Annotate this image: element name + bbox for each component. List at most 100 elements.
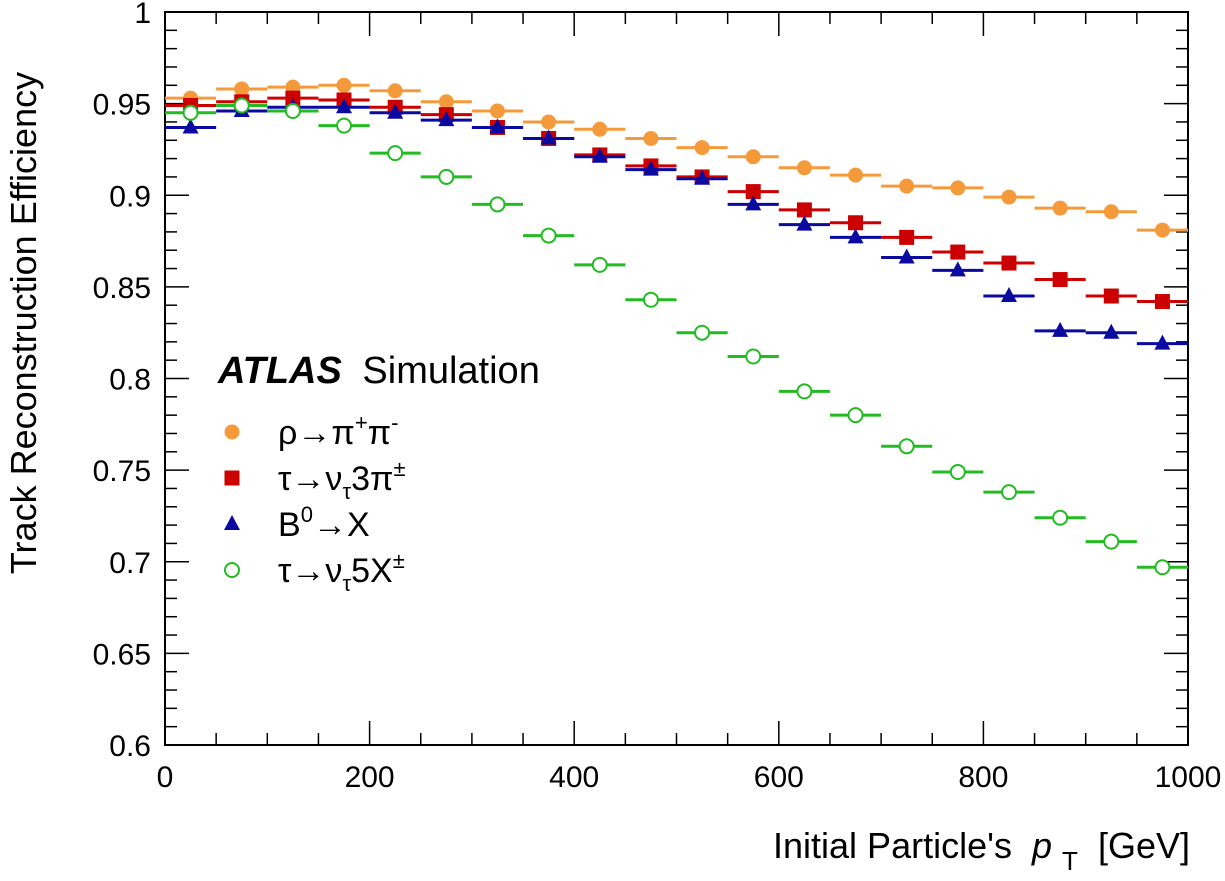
data-point xyxy=(540,129,557,145)
data-point xyxy=(489,196,506,213)
legend-label-part: τ xyxy=(342,571,351,596)
x-axis-title-unit: [GeV] xyxy=(1098,825,1190,866)
data-point xyxy=(1103,288,1119,304)
legend-label-part: ± xyxy=(393,548,405,573)
data-point xyxy=(643,130,659,146)
data-point xyxy=(1052,200,1068,216)
data-point xyxy=(949,463,966,480)
data-point xyxy=(541,114,557,130)
legend-entry: τ→ντ3π± xyxy=(224,456,406,504)
data-point xyxy=(591,147,608,163)
legend-label-part: - xyxy=(391,410,398,435)
x-tick-label: 1000 xyxy=(1155,761,1222,794)
data-point xyxy=(182,118,199,134)
y-tick-label: 0.8 xyxy=(109,364,151,397)
data-point xyxy=(387,83,403,99)
y-tick-label: 0.95 xyxy=(93,89,151,122)
legend-label-part: ρ→π xyxy=(278,414,355,452)
x-axis-title-var: p xyxy=(1031,825,1052,866)
data-point xyxy=(1154,559,1171,576)
atlas-label: ATLAS xyxy=(217,350,342,392)
legend-entry: B0→X xyxy=(224,502,370,544)
legend: ATLAS Simulation ρ→π+π-τ→ντ3π±B0→Xτ→ντ5X… xyxy=(217,350,540,596)
data-point xyxy=(489,118,506,134)
legend-marker xyxy=(224,424,240,440)
data-point xyxy=(591,256,608,273)
data-point xyxy=(387,145,404,162)
y-tick-label: 0.75 xyxy=(93,455,151,488)
legend-label-part: 5X xyxy=(351,552,393,590)
legend-label: B0→X xyxy=(278,502,370,544)
data-point xyxy=(1000,287,1017,303)
data-point xyxy=(796,160,812,176)
data-point xyxy=(182,104,199,121)
legend-entry: τ→ντ5X± xyxy=(224,548,405,596)
legend-label-part: 0 xyxy=(301,502,313,527)
legend-label-part: 3π xyxy=(351,460,393,498)
x-tick-label: 600 xyxy=(754,761,804,794)
data-point xyxy=(642,160,659,176)
data-point xyxy=(950,180,966,196)
x-tick-label: 800 xyxy=(958,761,1008,794)
data-point xyxy=(233,97,250,114)
legend-label-part: τ→ν xyxy=(278,552,342,590)
legend-label: τ→ντ5X± xyxy=(278,548,405,596)
data-point xyxy=(1103,204,1119,220)
data-point xyxy=(796,383,813,400)
data-point xyxy=(284,102,301,119)
legend-label-part: + xyxy=(355,410,368,435)
data-point xyxy=(540,227,557,244)
data-point xyxy=(387,103,404,119)
legend-marker xyxy=(224,470,240,486)
data-point xyxy=(796,215,813,231)
legend-label-part: B xyxy=(278,506,301,544)
data-point xyxy=(1154,334,1171,350)
data-point xyxy=(745,195,762,211)
data-point xyxy=(848,167,864,183)
data-point xyxy=(745,184,761,200)
y-tick-label: 0.85 xyxy=(93,272,151,305)
data-point xyxy=(1154,222,1170,238)
y-axis-title: Track Reconstruction Efficiency xyxy=(3,72,44,574)
x-tick-label: 200 xyxy=(345,761,395,794)
data-point xyxy=(336,98,353,114)
legend-label-part: π xyxy=(368,414,391,452)
legend-header: ATLAS Simulation xyxy=(217,350,540,392)
x-tick-label: 0 xyxy=(157,761,174,794)
data-point xyxy=(438,111,455,127)
data-point xyxy=(489,103,505,119)
data-point xyxy=(1000,484,1017,501)
data-point xyxy=(949,261,966,277)
data-point xyxy=(898,438,915,455)
data-point xyxy=(950,244,966,260)
data-point xyxy=(694,140,710,156)
y-tick-label: 0.6 xyxy=(109,730,151,763)
series-2 xyxy=(165,98,1188,350)
data-point xyxy=(1052,509,1069,526)
legend-marker xyxy=(224,515,240,530)
y-tick-label: 1 xyxy=(134,0,151,30)
series-1 xyxy=(165,90,1188,310)
data-point xyxy=(899,229,915,245)
data-point xyxy=(1052,321,1069,337)
x-axis-title-text: Initial Particle's xyxy=(773,825,1012,866)
series-3 xyxy=(165,97,1188,576)
legend-label: τ→ντ3π± xyxy=(278,456,406,504)
data-point xyxy=(745,149,761,165)
data-layer xyxy=(165,77,1188,576)
legend-label-part: τ xyxy=(342,479,351,504)
legend-label-part: →X xyxy=(313,506,370,544)
data-point xyxy=(899,178,915,194)
data-point xyxy=(438,168,455,185)
data-point xyxy=(285,90,301,106)
data-point xyxy=(1103,323,1120,339)
axis-ticks-layer: 0 200 400 600 800 1000 0.6 0.65 0.7 0.75 0.8 0.85 0.… xyxy=(93,0,1222,794)
x-axis-title: Initial Particle's p T [GeV] xyxy=(773,825,1190,878)
data-point xyxy=(1001,255,1017,271)
y-tick-label: 0.7 xyxy=(109,547,151,580)
data-point xyxy=(1052,272,1068,288)
data-point xyxy=(592,121,608,137)
legend-label-part: ± xyxy=(394,456,406,481)
data-point xyxy=(234,81,250,97)
